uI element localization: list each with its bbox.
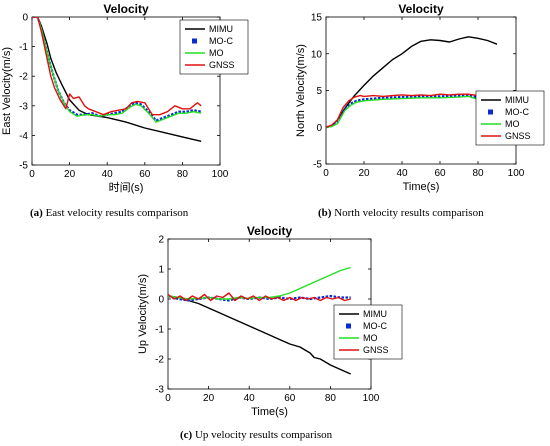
y-tick-label: 0 [316,123,322,134]
legend-marker [192,38,197,44]
series-group [32,17,202,142]
legend-label: MIMU [209,24,233,34]
series-line-mimu [326,36,498,128]
caption-a-letter: (a) [30,207,43,219]
x-tick-label: 40 [244,393,256,404]
legend-label: MO-C [505,107,529,117]
chart-0: 0 20 40 60 80 100 -5 -4 -3 -2 -1 0 Velocity 时间(s) East… [1,2,249,194]
legend-label: MO [505,119,520,129]
y-tick-label: -5 [313,160,322,171]
x-tick-label: 80 [472,168,484,179]
caption-b-letter: (b) [318,207,332,219]
y-axis-label: Up Velocity(m/s) [137,274,149,354]
series-line-gnss [326,93,497,128]
series-line-mimu [168,295,351,375]
legend-label: MO [209,48,224,58]
legend-label: GNSS [363,345,389,355]
caption-c-text: Up velocity results comparison [192,429,332,441]
x-tick-label: 20 [64,169,76,180]
y-tick-label: 0 [22,13,28,24]
legend-marker [488,109,493,115]
y-axis-label: North Velocity(m/s) [295,44,307,137]
x-tick-label: 60 [284,393,296,404]
legend: MIMU MO-C MO GNSS [475,90,545,146]
x-axis-label: Time(s) [251,406,288,418]
y-tick-label: 0 [158,295,164,306]
y-tick-label: 5 [316,86,322,97]
legend-label: MIMU [363,309,387,319]
series-line-gnss [168,292,351,302]
x-tick-label: 0 [323,168,329,179]
series-line-mimu [32,17,202,142]
series-line-mo [32,17,202,123]
chart-title: Velocity [398,2,444,16]
chart-2: 0 20 40 60 80 100 -3 -2 -1 0 1 2 Velocity Time(s) Up V… [137,224,403,418]
x-tick-label: 20 [203,393,215,404]
caption-c-letter: (c) [180,429,193,441]
series-group [326,36,498,129]
x-tick-label: 100 [212,169,229,180]
x-tick-label: 40 [396,168,408,179]
y-tick-label: -1 [155,325,164,336]
x-tick-label: 0 [165,393,171,404]
x-tick-label: 60 [139,169,151,180]
series-line-gnss [32,17,202,116]
x-tick-label: 20 [358,168,370,179]
x-tick-label: 0 [29,169,35,180]
legend-label: MO-C [363,321,387,331]
y-tick-label: 1 [158,265,164,276]
legend-label: MO [363,333,378,343]
y-tick-label: -2 [19,72,28,83]
chart-1: 0 20 40 60 80 100-5051015VelocityTime(s)North… [295,2,545,193]
x-axis-label: Time(s) [403,181,440,193]
legend-label: GNSS [505,131,531,141]
x-tick-label: 80 [177,169,189,180]
legend-label: GNSS [209,60,235,70]
y-tick-label: -4 [19,131,28,142]
series-group [168,266,351,375]
y-tick-label: 10 [311,49,323,60]
legend-marker [346,323,351,329]
series-line-mo [326,95,497,128]
y-tick-label: -3 [155,385,164,396]
legend: MIMU MO-C MO GNSS [333,304,403,360]
legend: MIMU MO-C MO GNSS [179,19,249,75]
legend-label: MO-C [209,36,233,46]
x-tick-label: 40 [102,169,114,180]
y-tick-label: 15 [311,13,323,24]
caption-b: (b) North velocity results comparison [318,207,484,219]
caption-a-text: East velocity results comparison [43,207,189,219]
series-line-moc [32,17,202,122]
x-axis-label: 时间(s) [109,181,144,194]
y-tick-label: -2 [155,355,164,366]
y-tick-label: 2 [158,235,164,246]
caption-a: (a) East velocity results comparison [30,207,189,219]
chart-title: Velocity [103,2,149,16]
y-tick-label: -3 [19,101,28,112]
legend-label: MIMU [505,95,529,105]
x-tick-label: 100 [508,168,525,179]
x-tick-label: 60 [434,168,446,179]
y-axis-label: East Velocity(m/s) [1,47,13,135]
x-tick-label: 80 [325,393,337,404]
caption-b-text: North velocity results comparison [331,207,484,219]
y-tick-label: -1 [19,42,28,53]
chart-title: Velocity [247,224,293,238]
series-line-moc [326,93,497,129]
y-tick-label: -5 [19,161,28,172]
caption-c: (c) Up velocity results comparison [180,429,333,441]
x-tick-label: 100 [363,393,380,404]
